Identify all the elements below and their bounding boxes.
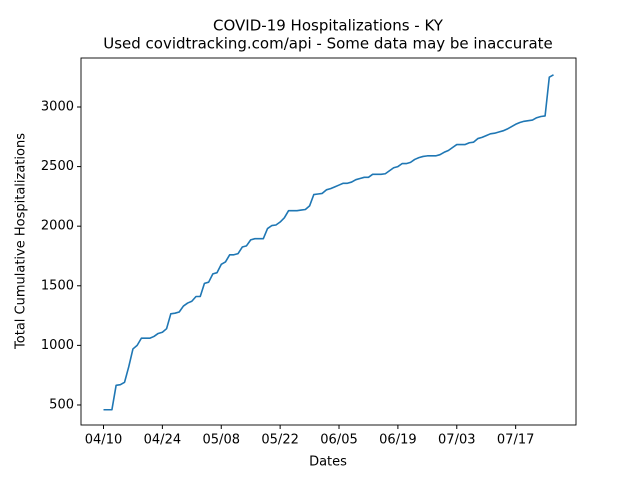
x-tick-label: 06/19	[379, 433, 416, 448]
x-tick-label: 05/22	[261, 433, 298, 448]
x-tick-label: 04/10	[85, 433, 122, 448]
y-tick-label: 2000	[41, 219, 74, 234]
y-tick-label: 1500	[41, 278, 74, 293]
y-tick-label: 3000	[41, 99, 74, 114]
x-tick-label: 05/08	[203, 433, 240, 448]
y-axis-label: Total Cumulative Hospitalizations	[14, 133, 29, 350]
x-tick-label: 04/24	[144, 433, 181, 448]
plot-frame	[80, 57, 577, 426]
y-tick-label: 1000	[41, 338, 74, 353]
x-axis-label: Dates	[309, 455, 347, 470]
chart-title: COVID-19 Hospitalizations - KY	[213, 17, 444, 35]
x-tick-label: 06/05	[320, 433, 357, 448]
x-tick-label: 07/17	[497, 433, 534, 448]
x-tick-label: 07/03	[438, 433, 475, 448]
y-tick-label: 500	[49, 397, 74, 412]
data-line	[103, 74, 554, 411]
chart-subtitle: Used covidtracking.com/api - Some data m…	[103, 35, 553, 53]
y-tick-label: 2500	[41, 159, 74, 174]
